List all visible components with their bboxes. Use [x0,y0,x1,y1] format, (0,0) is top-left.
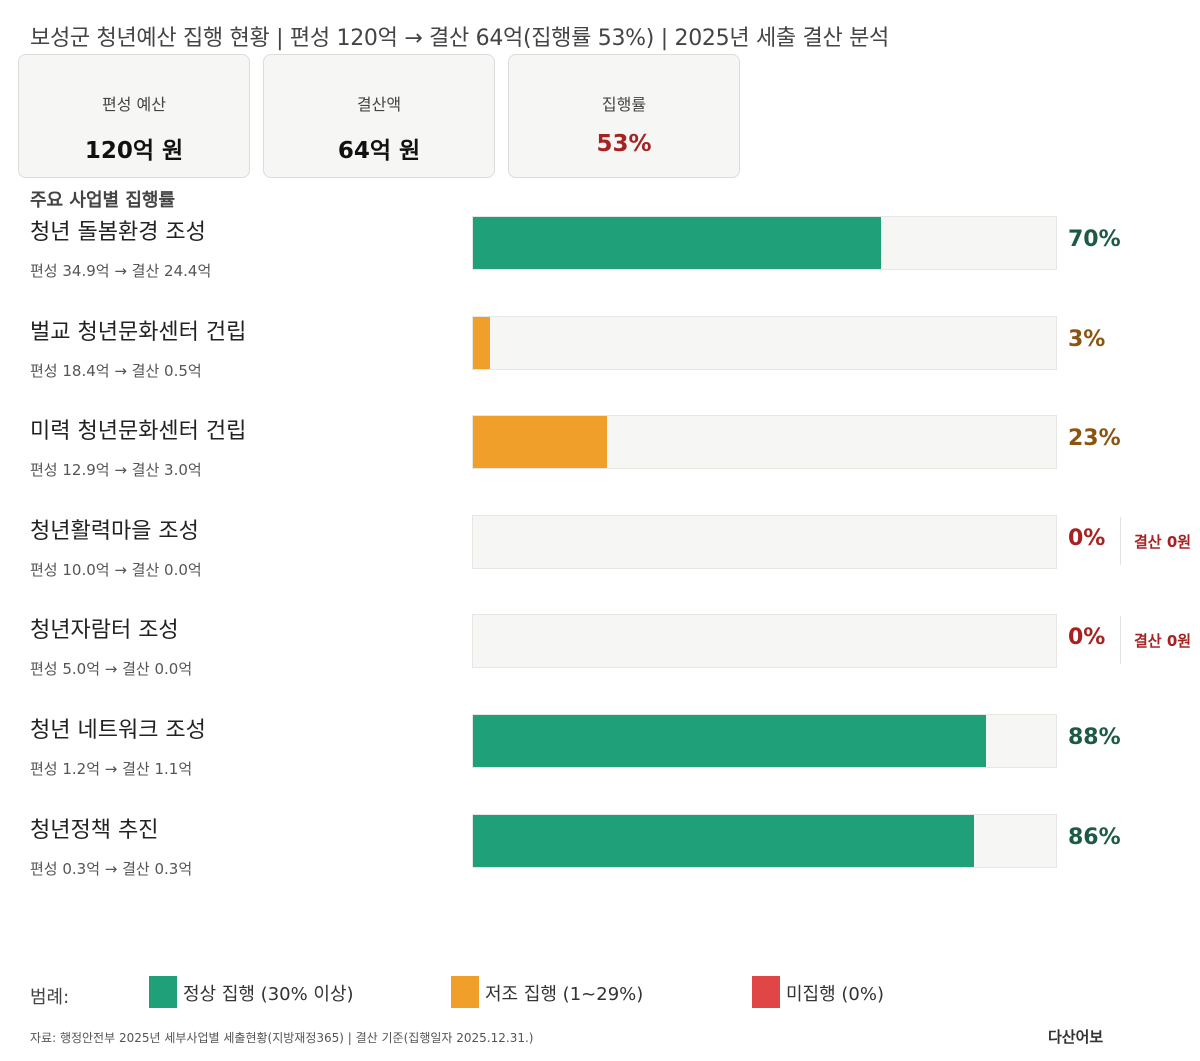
bar-detail-label: 편성 10.0억 → 결산 0.0억 [30,561,202,579]
bar-detail-label: 편성 12.9억 → 결산 3.0억 [30,461,202,479]
bar-category-label: 청년자람터 조성 [30,618,179,643]
bar-category-label: 벌교 청년문화센터 건립 [30,320,247,345]
summary-card-settlement: 결산액 64억 원 [263,54,495,178]
bar-track [472,216,1057,270]
page-title: 보성군 청년예산 집행 현황 | 편성 120억 → 결산 64억(집행률 53… [30,26,889,51]
bar-track [472,415,1057,469]
bar-track [472,714,1057,768]
bar-detail-label: 편성 5.0억 → 결산 0.0억 [30,660,193,678]
bar [473,815,975,867]
legend-swatch [752,976,780,1008]
bar-note-label: 결산 0원 [1134,632,1192,650]
legend-swatch [149,976,177,1008]
card-label: 집행률 [601,95,647,114]
legend-text: 정상 집행 (30% 이상) [183,984,354,1005]
card-value: 53% [596,131,652,157]
card-value: 64억 원 [337,138,421,164]
bar-value-label: 0% [1068,526,1106,551]
legend-label: 범례: [30,987,70,1008]
card-label: 편성 예산 [102,95,166,114]
bar-detail-label: 편성 0.3억 → 결산 0.3억 [30,860,193,878]
legend-swatch [451,976,479,1008]
bar-value-label: 86% [1068,825,1121,850]
bar-category-label: 청년 네트워크 조성 [30,718,206,743]
bar-track [472,316,1057,370]
legend-text: 저조 집행 (1~29%) [485,984,644,1005]
brand-logo: 다산어보 [1048,1028,1104,1046]
bar-detail-label: 편성 1.2억 → 결산 1.1억 [30,760,193,778]
bar [473,715,987,767]
note-divider [1120,517,1121,565]
card-value: 120억 원 [84,138,184,164]
section-title: 주요 사업별 집행률 [30,190,176,211]
card-label: 결산액 [356,95,402,114]
bar-value-label: 23% [1068,426,1121,451]
summary-card-execution-rate: 집행률 53% [508,54,740,178]
bar-detail-label: 편성 18.4억 → 결산 0.5억 [30,362,202,380]
bar-value-label: 3% [1068,327,1106,352]
bar [473,416,608,468]
bar-detail-label: 편성 34.9억 → 결산 24.4억 [30,262,212,280]
bar-category-label: 청년정책 추진 [30,818,159,843]
bar-note-label: 결산 0원 [1134,533,1192,551]
source-note: 자료: 행정안전부 2025년 세부사업별 세출현황(지방재정365) | 결산… [30,1031,534,1045]
bar-value-label: 0% [1068,625,1106,650]
note-divider [1120,616,1121,664]
bar-track [472,814,1057,868]
bar-track [472,515,1057,569]
bar-category-label: 청년활력마을 조성 [30,519,199,544]
bar [473,217,882,269]
bar-value-label: 70% [1068,227,1121,252]
bar-category-label: 미력 청년문화센터 건립 [30,419,247,444]
bar-value-label: 88% [1068,725,1121,750]
summary-card-budget: 편성 예산 120억 원 [18,54,250,178]
bar [473,317,491,369]
bar-category-label: 청년 돌봄환경 조성 [30,220,206,245]
legend-text: 미집행 (0%) [786,984,885,1005]
bar-track [472,614,1057,668]
